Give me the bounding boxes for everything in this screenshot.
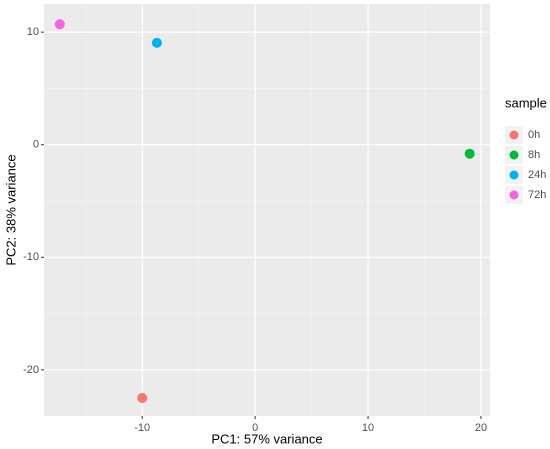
- legend-symbol: [509, 170, 519, 180]
- y-tick-label: -20: [23, 364, 39, 376]
- legend-label: 0h: [528, 129, 540, 141]
- legend-label: 24h: [528, 169, 546, 181]
- grid: [44, 4, 490, 416]
- panel: [44, 4, 490, 416]
- legend-symbol: [509, 150, 519, 160]
- legend-title: sample: [505, 95, 547, 110]
- point: [464, 148, 475, 159]
- point: [54, 19, 65, 30]
- y-tick-label: -10: [23, 251, 39, 263]
- x-tick-label: -10: [134, 422, 150, 434]
- legend-label: 72h: [528, 189, 546, 201]
- y-tick-label: 0: [33, 139, 39, 151]
- x-tick-label: 0: [252, 422, 258, 434]
- y-axis-title: PC2: 38% variance: [3, 154, 18, 265]
- legend-symbol: [509, 130, 519, 140]
- legend-symbol: [509, 190, 519, 200]
- x-axis-title: PC1: 57% variance: [211, 431, 322, 446]
- marks: [54, 19, 475, 403]
- x-tick-label: 20: [475, 422, 487, 434]
- x-tick-label: 10: [362, 422, 374, 434]
- y-tick-label: 10: [27, 26, 39, 38]
- legend-label: 8h: [528, 149, 540, 161]
- point: [137, 392, 148, 403]
- point: [151, 37, 162, 48]
